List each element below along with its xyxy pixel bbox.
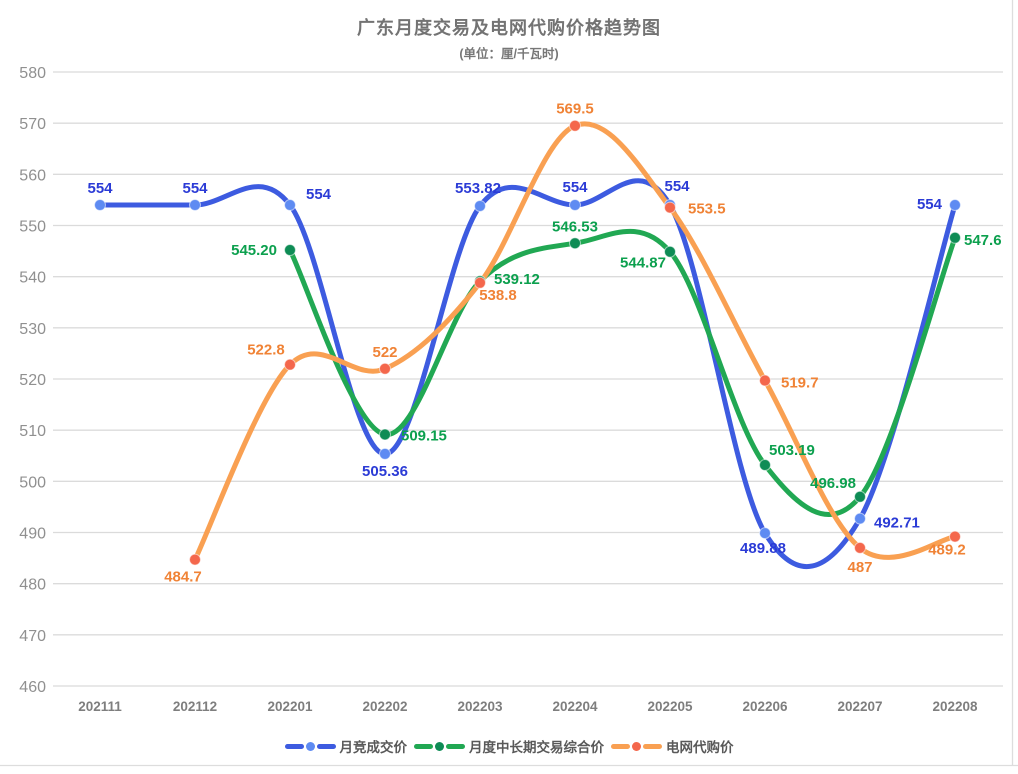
data-point[interactable] bbox=[474, 276, 486, 289]
data-point-label: 509.15 bbox=[401, 428, 447, 445]
data-point-label: 554 bbox=[562, 179, 588, 196]
data-point[interactable] bbox=[569, 119, 581, 132]
data-point[interactable] bbox=[854, 541, 866, 554]
legend-item-2[interactable]: 电网代购价 bbox=[611, 736, 734, 756]
y-axis-tick-label: 470 bbox=[19, 628, 46, 645]
data-point-label: 519.7 bbox=[781, 375, 819, 392]
y-axis-tick-label: 540 bbox=[19, 270, 46, 287]
data-point[interactable] bbox=[284, 358, 296, 371]
data-point[interactable] bbox=[474, 199, 486, 212]
data-point[interactable] bbox=[189, 553, 201, 566]
legend-dash-icon bbox=[316, 743, 336, 749]
legend-item-1[interactable]: 月度中长期交易综合价 bbox=[414, 736, 604, 756]
data-point[interactable] bbox=[854, 512, 866, 525]
legend-label: 电网代购价 bbox=[666, 740, 734, 755]
data-point-label: 554 bbox=[87, 180, 113, 197]
data-point-label: 554 bbox=[306, 186, 332, 203]
data-point-label: 538.8 bbox=[479, 287, 517, 304]
legend-dash-icon bbox=[611, 743, 630, 749]
legend-dot-icon bbox=[632, 741, 641, 751]
y-axis-tick-label: 490 bbox=[19, 526, 46, 543]
data-point-label: 522.8 bbox=[247, 342, 285, 359]
y-axis-tick-label: 570 bbox=[19, 116, 46, 133]
x-axis-tick-label: 202111 bbox=[78, 699, 122, 714]
data-point[interactable] bbox=[949, 530, 961, 543]
data-point[interactable] bbox=[664, 245, 676, 258]
data-point[interactable] bbox=[284, 244, 296, 257]
data-point-label: 554 bbox=[917, 196, 943, 213]
legend-dash-icon bbox=[446, 743, 465, 749]
data-point-label: 505.36 bbox=[362, 463, 408, 480]
y-axis-tick-label: 520 bbox=[19, 372, 46, 389]
data-point-label: 545.20 bbox=[231, 242, 277, 259]
data-point-label: 492.71 bbox=[874, 515, 920, 532]
y-axis-tick-label: 480 bbox=[19, 577, 46, 594]
data-point-label: 553.5 bbox=[688, 201, 726, 218]
data-point[interactable] bbox=[949, 199, 961, 212]
data-point[interactable] bbox=[284, 199, 296, 212]
x-axis-tick-label: 202203 bbox=[457, 699, 503, 714]
data-point[interactable] bbox=[664, 201, 676, 214]
y-axis-tick-label: 460 bbox=[19, 679, 46, 696]
x-axis-tick-label: 202112 bbox=[173, 699, 217, 714]
legend-label: 月竞成交价 bbox=[339, 740, 408, 755]
x-axis-tick-label: 202204 bbox=[552, 699, 598, 714]
data-point-label: 484.7 bbox=[164, 569, 202, 586]
x-axis-tick-label: 202207 bbox=[837, 699, 882, 714]
x-axis-tick-label: 202208 bbox=[932, 699, 978, 714]
data-point-label: 569.5 bbox=[556, 101, 594, 118]
legend-line-dot-marker bbox=[611, 741, 662, 751]
data-point[interactable] bbox=[379, 428, 391, 441]
legend-dash-icon bbox=[414, 743, 433, 749]
legend: 月竞成交价 月度中长期交易综合价 电网代购价 bbox=[0, 736, 1018, 756]
data-point[interactable] bbox=[759, 527, 771, 540]
y-axis-tick-label: 550 bbox=[19, 219, 46, 236]
y-axis-tick-label: 510 bbox=[19, 423, 46, 440]
data-point-label: 546.53 bbox=[552, 218, 598, 235]
data-point-label: 489.88 bbox=[740, 540, 786, 557]
y-axis-tick-label: 530 bbox=[19, 321, 46, 338]
data-point[interactable] bbox=[379, 362, 391, 375]
data-point[interactable] bbox=[949, 231, 961, 244]
legend-dot-icon bbox=[305, 741, 315, 751]
data-point-label: 522 bbox=[372, 344, 397, 361]
x-axis-tick-label: 202206 bbox=[742, 699, 788, 714]
data-point[interactable] bbox=[569, 237, 581, 250]
y-axis-tick-label: 500 bbox=[19, 474, 46, 491]
x-axis-tick-label: 202205 bbox=[647, 699, 693, 714]
data-point-label: 487 bbox=[847, 559, 872, 576]
data-point-label: 539.12 bbox=[494, 271, 540, 288]
x-axis-tick-label: 202202 bbox=[362, 699, 407, 714]
data-point-label: 553.82 bbox=[455, 180, 501, 197]
data-point[interactable] bbox=[569, 199, 581, 212]
data-point[interactable] bbox=[189, 199, 201, 212]
data-point-label: 554 bbox=[664, 178, 690, 195]
data-point[interactable] bbox=[759, 459, 771, 472]
y-axis-tick-label: 560 bbox=[19, 167, 46, 184]
legend-line-dot-marker bbox=[414, 741, 465, 751]
legend-dash-icon bbox=[284, 743, 304, 749]
legend-line-dot-marker bbox=[284, 741, 336, 751]
data-point-label: 503.19 bbox=[769, 442, 815, 459]
legend-item-0[interactable]: 月竞成交价 bbox=[284, 736, 408, 756]
data-point-label: 496.98 bbox=[810, 475, 856, 492]
legend-dot-icon bbox=[435, 741, 444, 751]
data-point[interactable] bbox=[94, 199, 106, 212]
data-point-label: 547.6 bbox=[964, 232, 1002, 249]
data-point-label: 544.87 bbox=[620, 255, 666, 272]
series-line-0 bbox=[97, 178, 958, 569]
data-point[interactable] bbox=[759, 374, 771, 387]
y-axis-tick-label: 580 bbox=[19, 65, 46, 82]
legend-label: 月度中长期交易综合价 bbox=[469, 740, 604, 755]
data-point[interactable] bbox=[379, 447, 391, 460]
data-point-label: 554 bbox=[182, 180, 208, 197]
data-point[interactable] bbox=[854, 490, 866, 503]
x-axis-tick-label: 202201 bbox=[267, 699, 313, 714]
data-point-label: 489.2 bbox=[928, 542, 966, 559]
legend-dash-icon bbox=[643, 743, 662, 749]
